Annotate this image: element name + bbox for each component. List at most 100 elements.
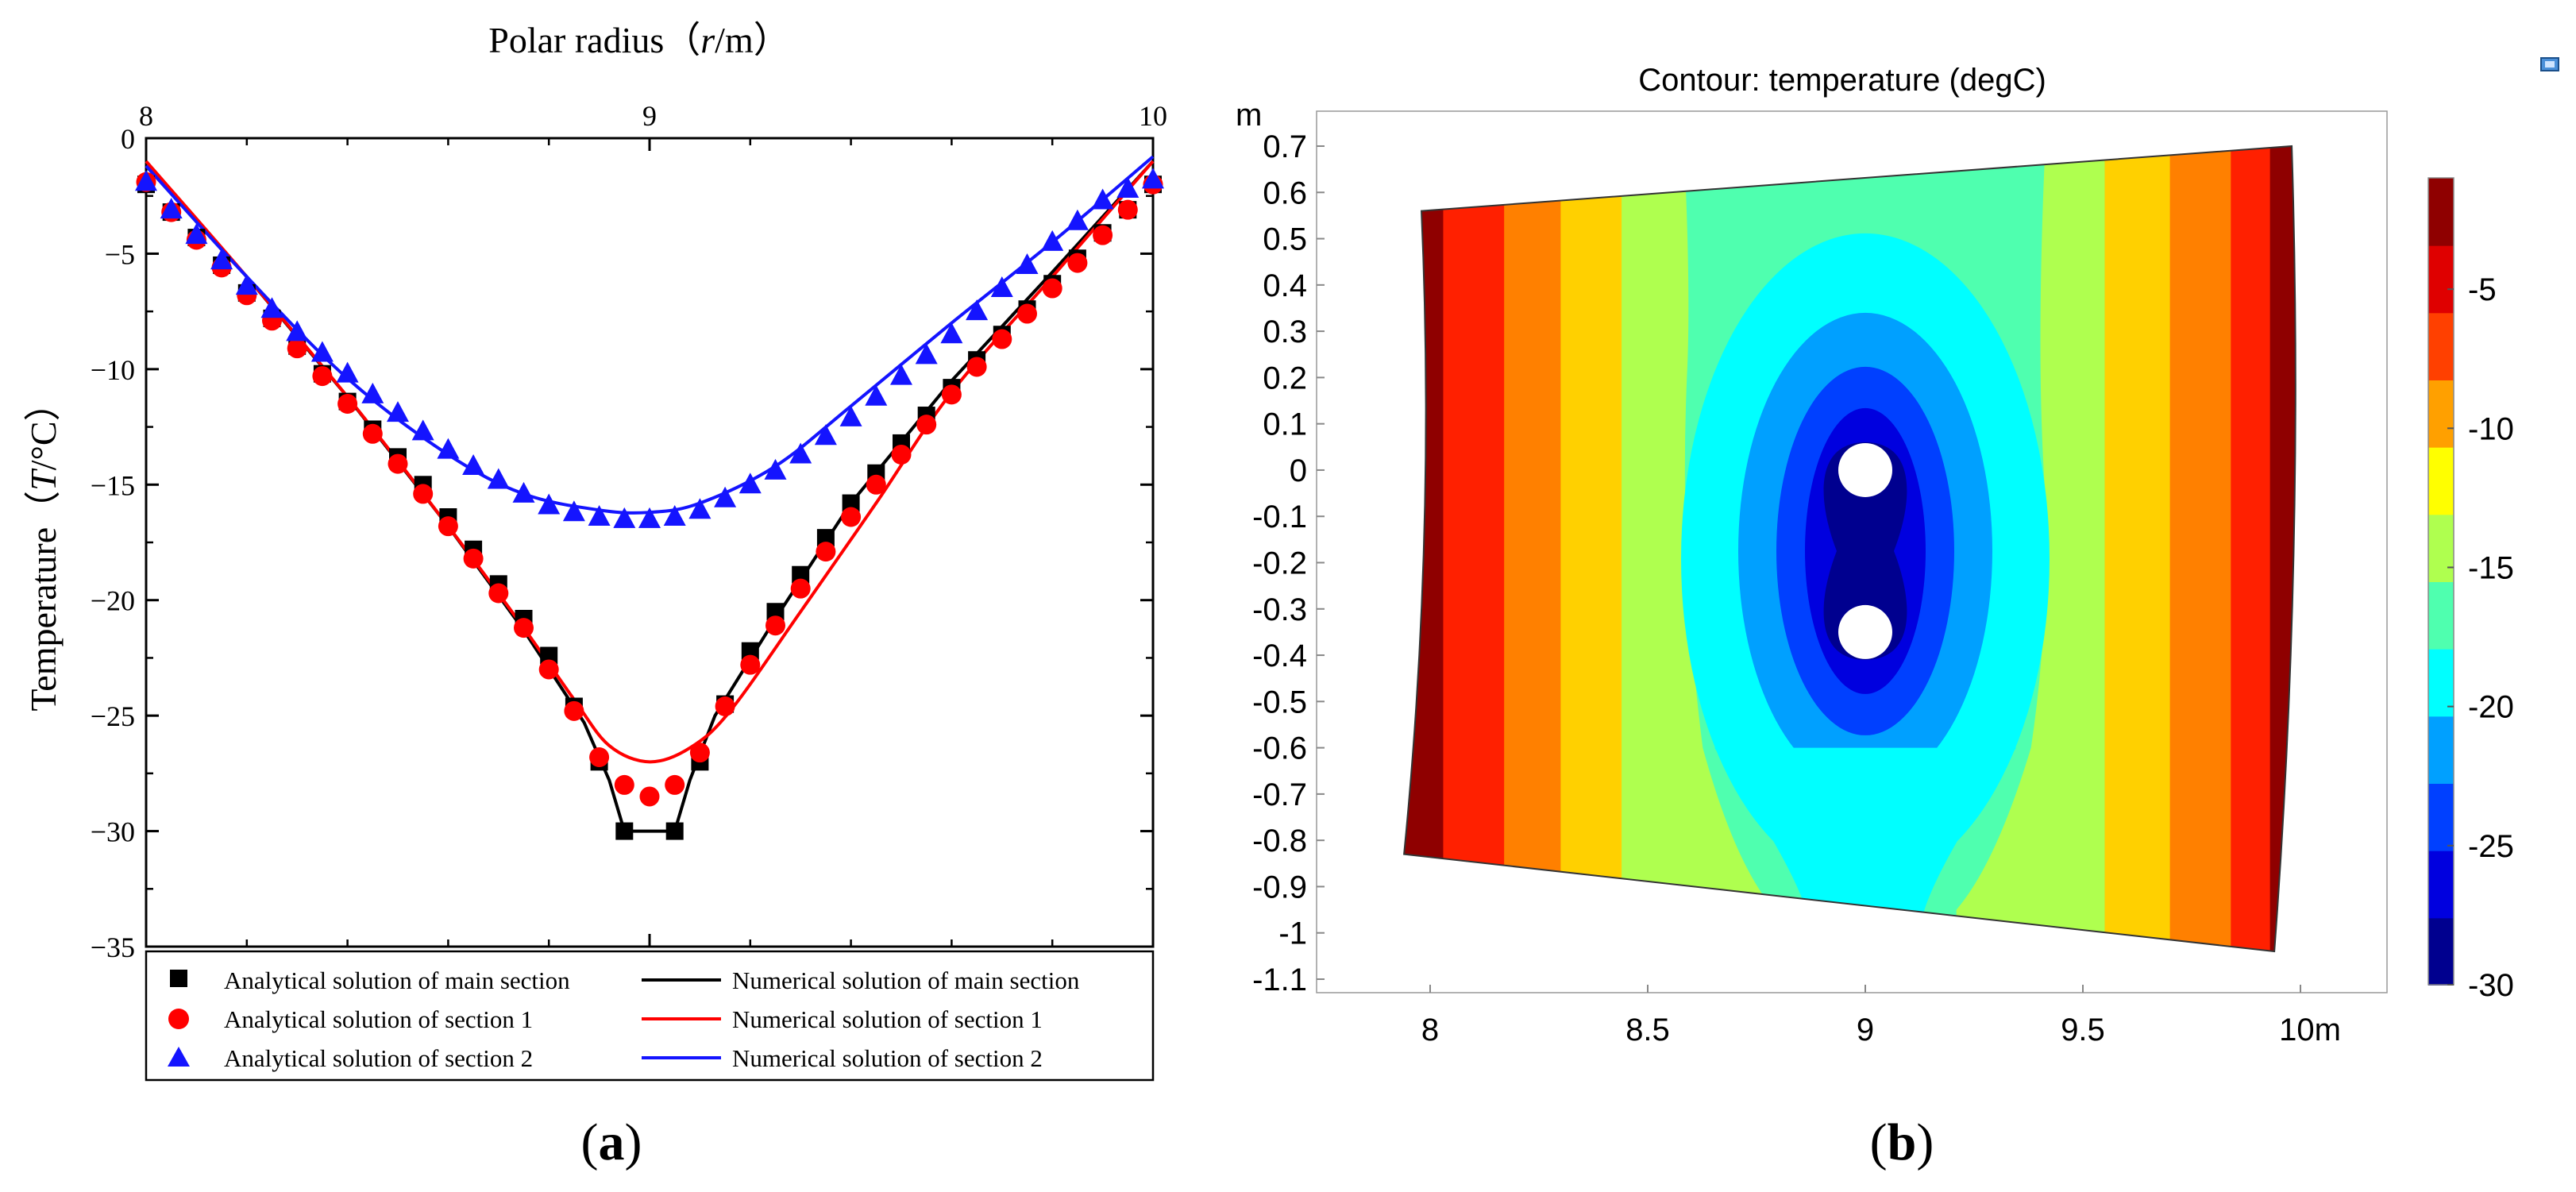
chart-a-legend: Analytical solution of main section Nume… [145,950,1155,1082]
data-point-triangle [738,473,762,494]
data-point-triangle [286,320,309,341]
contour-y-unit: m [1236,98,1262,133]
data-point-circle [614,774,634,795]
data-point-square [816,529,835,547]
colorbar-segment [2428,446,2454,515]
data-point-circle [538,659,559,680]
data-point-triangle [135,170,157,191]
colorbar-segment [2428,783,2454,851]
contour-y-tick-label: 0.7 [1263,129,1307,164]
data-point-triangle [210,249,233,270]
data-point-triangle [185,223,208,245]
data-point-circle [1067,253,1088,273]
data-point-triangle [764,458,787,480]
data-point-triangle [1016,253,1039,274]
panel-a-line-chart: Polar radius（r/m） Temperature（T/°C） 8 9 10… [23,20,1167,1171]
data-point-triangle [915,343,938,365]
data-point-circle [992,329,1012,349]
data-point-circle [362,423,383,444]
x-tick-label: 8 [139,100,153,132]
corner-widget-icon[interactable] [2540,57,2559,71]
data-point-circle [740,654,761,675]
legend-label-numerical-s2: Numerical solution of section 2 [732,1044,1043,1072]
data-point-triangle [688,498,711,519]
data-point-circle [966,357,987,377]
data-point-circle [388,453,408,474]
contour-axis-ticks: 8 8.5 9 9.5 10m 0.7 0.6 0.5 0.4 0.3 0.2 0.1 0 -0.1 -0.… [1252,129,2341,1047]
contour-band [1443,146,1506,952]
legend-marker-analytical-s2 [168,1047,190,1067]
y-tick-label: −25 [91,700,135,732]
pipe-holes [1838,442,1892,659]
data-point-triangle [714,486,737,507]
data-point-circle [665,774,685,795]
data-point-triangle [538,493,561,515]
data-point-triangle [1091,188,1114,210]
domain-outline [1403,145,2296,953]
data-point-circle [564,700,584,721]
contour-y-tick-label: -0.1 [1252,500,1307,534]
contour-fill-region [1404,146,2296,952]
data-point-triangle [789,442,812,464]
y-tick-label: 0 [121,123,135,155]
data-point-circle [514,618,534,638]
colorbar-tick-label: -5 [2468,272,2497,307]
data-point-triangle [613,507,636,528]
data-point-triangle [562,500,585,522]
colorbar-frame [2428,177,2455,986]
data-point-circle [1017,303,1037,324]
y-tick-label: −15 [91,469,135,501]
data-point-triangle [1041,230,1064,251]
colorbar-tick-label: -15 [2468,550,2514,585]
contour-x-tick-label: 10m [2279,1013,2341,1047]
contour-y-tick-label: -0.4 [1252,638,1307,673]
y-tick-label: −10 [91,354,135,386]
contour-y-tick-label: 0.1 [1263,407,1307,442]
contour-y-tick-label: 0.4 [1263,268,1307,303]
pipe-hole [1838,604,1892,659]
legend-marker-analytical-s1 [168,1009,189,1029]
contour-y-tick-label: -1.1 [1252,962,1307,997]
colorbar-segment [2428,380,2454,448]
colorbar-tick-label: -30 [2468,968,2514,1003]
data-point-circle [841,507,862,527]
contour-band [1622,146,1775,952]
contour-y-tick-label: -0.3 [1252,592,1307,627]
contour-x-tick-label: 9.5 [2061,1013,2105,1047]
chart-a-y-axis-title: Temperature（T/°C） [23,384,64,711]
y-tick-label: −20 [91,585,135,617]
data-point-triangle [235,274,258,295]
panel-label-a: (a) [581,1113,642,1171]
data-point-triangle [462,454,485,476]
contour-y-tick-label: -0.7 [1252,777,1307,812]
data-point-triangle [387,401,409,422]
y-tick-label: −30 [91,816,135,848]
colorbar-segment [2428,514,2454,582]
data-point-circle [916,415,937,435]
data-point-square [792,565,810,584]
contour-y-tick-label: -0.5 [1252,685,1307,719]
data-point-circle [866,474,886,495]
contour-band [1956,146,2105,952]
contour-y-tick-label: 0 [1290,453,1307,488]
data-point-triangle [437,438,460,459]
chart-a-plot-frame [145,137,1155,948]
data-point-triangle [940,322,963,344]
y-tick-label: −35 [91,932,135,963]
data-point-circle [816,542,836,562]
panel-b-contour-plot: Contour: temperature (degC) 8 8.5 9 9.5 10m 0… [1236,57,2559,1171]
data-point-triangle [966,299,989,321]
data-point-triangle [663,505,686,527]
data-point-circle [1117,199,1138,220]
data-point-triangle [638,507,661,528]
y-tick-label: −5 [105,238,135,270]
data-point-triangle [411,419,434,441]
data-point-circle [337,393,358,414]
colorbar-segment [2428,312,2454,380]
data-point-triangle [260,297,283,318]
data-point-square [766,603,785,621]
contour-band [2169,146,2232,952]
legend-label-numerical-main: Numerical solution of main section [732,966,1080,994]
contour-y-tick-label: -0.2 [1252,546,1307,581]
data-point-triangle [487,468,510,489]
